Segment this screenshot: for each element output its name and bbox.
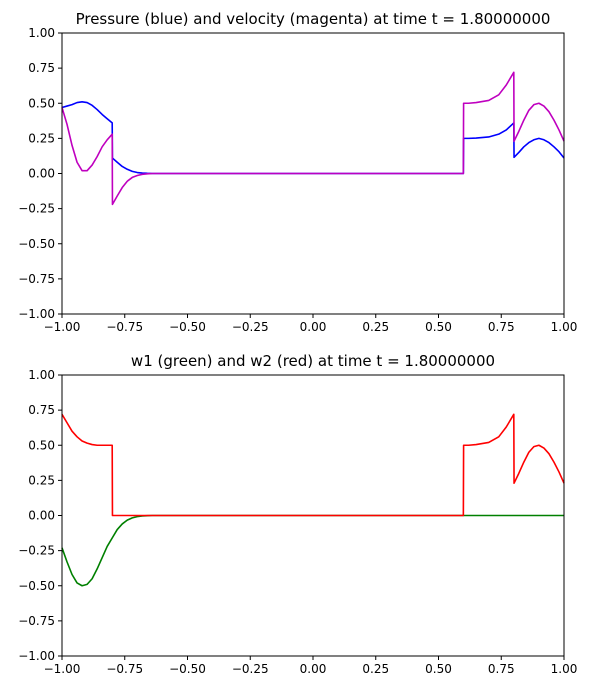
- x-tick-label: 0.00: [300, 320, 327, 334]
- y-tick-label: 0.25: [28, 131, 55, 145]
- x-tick-label: 0.50: [425, 662, 452, 676]
- x-tick-label: −1.00: [44, 320, 81, 334]
- y-tick-label: 1.00: [28, 26, 55, 40]
- axes-frame: [61, 32, 565, 315]
- w1-w2-plot: w1 (green) and w2 (red) at time t = 1.80…: [18, 352, 577, 676]
- x-tick-label: 0.75: [488, 662, 515, 676]
- y-tick-label: 0.25: [28, 473, 55, 487]
- x-tick-label: 1.00: [551, 662, 578, 676]
- y-tick-label: −0.25: [18, 544, 55, 558]
- y-tick-label: 0.75: [28, 403, 55, 417]
- x-tick-label: 1.00: [551, 320, 578, 334]
- y-tick-label: −1.00: [18, 307, 55, 321]
- y-tick-label: 0.00: [28, 167, 55, 181]
- y-tick-label: 0.75: [28, 61, 55, 75]
- plot-area: −1.00 −0.75 −0.50 −0.25 0.00 0.25 0.50 0.75 1.00…: [18, 26, 577, 334]
- x-tick-label: −0.75: [106, 662, 143, 676]
- series-line-1: [61, 71, 565, 206]
- x-tick-label: −0.25: [232, 662, 269, 676]
- y-tick-label: 0.50: [28, 438, 55, 452]
- plot-title: Pressure (blue) and velocity (magenta) a…: [76, 10, 551, 28]
- y-tick-label: −0.25: [18, 202, 55, 216]
- y-tick-label: −1.00: [18, 649, 55, 663]
- x-tick-label: 0.25: [362, 662, 389, 676]
- y-tick-label: 1.00: [28, 368, 55, 382]
- x-tick-label: −0.50: [169, 320, 206, 334]
- series-line-0: [61, 101, 565, 175]
- axes-frame: [61, 374, 565, 657]
- y-tick-label: −0.75: [18, 272, 55, 286]
- x-tick-label: 0.00: [300, 662, 327, 676]
- x-tick-label: 0.50: [425, 320, 452, 334]
- y-tick-label: 0.50: [28, 96, 55, 110]
- series-line-1: [61, 413, 565, 517]
- x-tick-label: −0.25: [232, 320, 269, 334]
- y-tick-label: −0.50: [18, 237, 55, 251]
- plot-area: −1.00 −0.75 −0.50 −0.25 0.00 0.25 0.50 0.75 1.00…: [18, 368, 577, 676]
- x-tick-label: 0.75: [488, 320, 515, 334]
- x-tick-label: −0.50: [169, 662, 206, 676]
- y-tick-label: −0.50: [18, 579, 55, 593]
- x-tick-label: −0.75: [106, 320, 143, 334]
- y-tick-label: 0.00: [28, 509, 55, 523]
- series-line-0: [61, 514, 564, 587]
- pressure-velocity-plot: Pressure (blue) and velocity (magenta) a…: [18, 10, 577, 334]
- x-tick-label: 0.25: [362, 320, 389, 334]
- x-tick-label: −1.00: [44, 662, 81, 676]
- y-tick-label: −0.75: [18, 614, 55, 628]
- plot-title: w1 (green) and w2 (red) at time t = 1.80…: [131, 352, 495, 370]
